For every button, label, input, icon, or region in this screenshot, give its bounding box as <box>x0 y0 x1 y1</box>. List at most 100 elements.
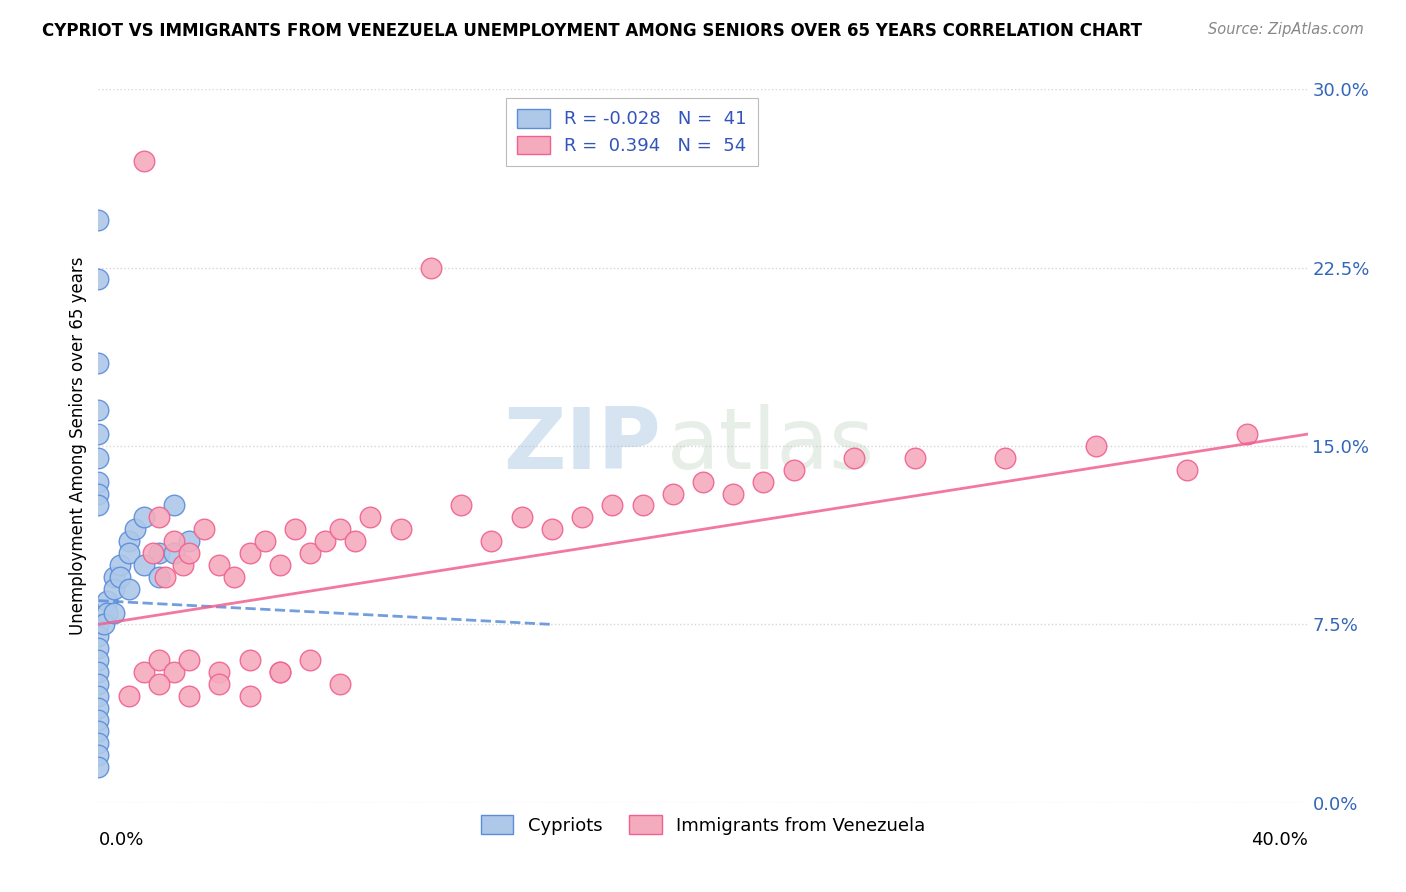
Point <box>844 450 866 465</box>
Text: CYPRIOT VS IMMIGRANTS FROM VENEZUELA UNEMPLOYMENT AMONG SENIORS OVER 65 YEARS CO: CYPRIOT VS IMMIGRANTS FROM VENEZUELA UNE… <box>42 22 1142 40</box>
Point <box>510 510 533 524</box>
Point <box>253 534 276 549</box>
Point <box>118 689 141 703</box>
Point <box>420 260 443 275</box>
Point <box>179 546 201 560</box>
Point <box>208 677 231 691</box>
Point <box>179 653 201 667</box>
Point <box>153 570 176 584</box>
Point <box>163 546 186 560</box>
Point <box>148 677 170 691</box>
Point <box>87 272 110 286</box>
Point <box>481 534 503 549</box>
Point <box>163 534 186 549</box>
Point <box>103 582 125 596</box>
Point <box>87 748 110 763</box>
Point <box>87 760 110 774</box>
Point <box>118 582 141 596</box>
Point <box>87 736 110 750</box>
Point <box>87 665 110 679</box>
Point <box>96 606 118 620</box>
Point <box>208 665 231 679</box>
Point <box>179 689 201 703</box>
Point <box>1175 463 1198 477</box>
Point <box>994 450 1017 465</box>
Point <box>87 499 110 513</box>
Point <box>540 522 562 536</box>
Point <box>269 558 291 572</box>
Point <box>329 677 352 691</box>
Point <box>87 677 110 691</box>
Point <box>132 510 155 524</box>
Point <box>239 689 262 703</box>
Point <box>87 641 110 656</box>
Point <box>87 486 110 500</box>
Point <box>87 653 110 667</box>
Point <box>208 558 231 572</box>
Point <box>360 510 382 524</box>
Point <box>118 546 141 560</box>
Point <box>450 499 472 513</box>
Point <box>118 534 141 549</box>
Point <box>269 665 291 679</box>
Point <box>132 153 155 168</box>
Point <box>87 700 110 714</box>
Point <box>344 534 367 549</box>
Point <box>163 499 186 513</box>
Point <box>87 450 110 465</box>
Point <box>87 427 110 442</box>
Point <box>314 534 336 549</box>
Point <box>239 653 262 667</box>
Point <box>172 558 194 572</box>
Point <box>148 510 170 524</box>
Text: 40.0%: 40.0% <box>1251 831 1308 849</box>
Point <box>299 546 322 560</box>
Point <box>148 653 170 667</box>
Point <box>87 617 110 632</box>
Point <box>148 570 170 584</box>
Text: 0.0%: 0.0% <box>98 831 143 849</box>
Point <box>142 546 165 560</box>
Text: ZIP: ZIP <box>503 404 661 488</box>
Point <box>103 570 125 584</box>
Point <box>329 522 352 536</box>
Point <box>299 653 322 667</box>
Point <box>692 475 714 489</box>
Point <box>108 570 131 584</box>
Legend: Cypriots, Immigrants from Venezuela: Cypriots, Immigrants from Venezuela <box>471 806 935 844</box>
Point <box>103 606 125 620</box>
Point <box>571 510 593 524</box>
Point <box>752 475 775 489</box>
Point <box>87 713 110 727</box>
Point <box>602 499 624 513</box>
Point <box>284 522 307 536</box>
Text: atlas: atlas <box>666 404 875 488</box>
Point <box>132 665 155 679</box>
Point <box>163 665 186 679</box>
Point <box>87 475 110 489</box>
Point <box>87 403 110 417</box>
Point <box>87 213 110 227</box>
Point <box>389 522 412 536</box>
Point <box>87 356 110 370</box>
Point <box>179 534 201 549</box>
Text: Source: ZipAtlas.com: Source: ZipAtlas.com <box>1208 22 1364 37</box>
Point <box>87 689 110 703</box>
Point <box>108 558 131 572</box>
Point <box>1085 439 1108 453</box>
Point <box>224 570 246 584</box>
Point <box>148 546 170 560</box>
Point <box>132 558 155 572</box>
Point <box>96 593 118 607</box>
Y-axis label: Unemployment Among Seniors over 65 years: Unemployment Among Seniors over 65 years <box>69 257 87 635</box>
Point <box>87 629 110 643</box>
Point <box>87 724 110 739</box>
Point <box>1236 427 1258 442</box>
Point <box>661 486 683 500</box>
Point <box>193 522 215 536</box>
Point <box>269 665 291 679</box>
Point <box>631 499 654 513</box>
Point <box>723 486 745 500</box>
Point <box>93 617 115 632</box>
Point <box>239 546 262 560</box>
